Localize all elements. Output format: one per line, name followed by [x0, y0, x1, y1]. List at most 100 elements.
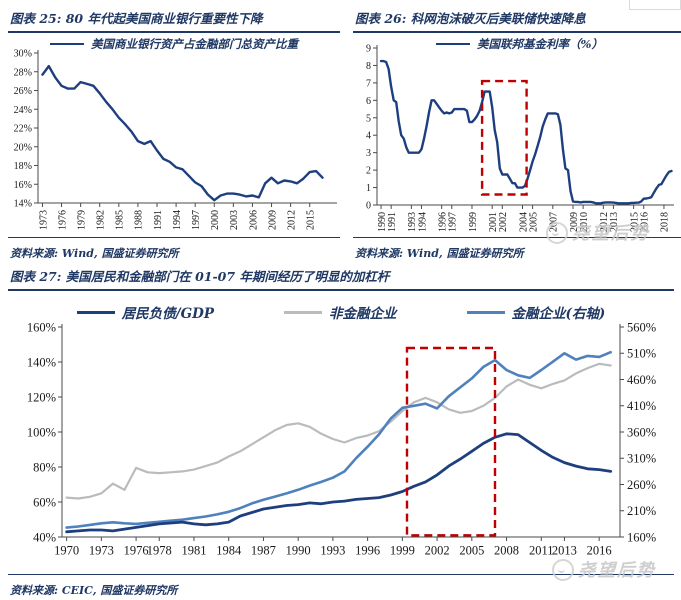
x-tick-label: 1997	[191, 210, 202, 230]
x-tick-label: 1994	[172, 210, 183, 230]
x-tick-label: 1979	[76, 210, 87, 230]
y-tick-label: 1	[366, 183, 371, 194]
series-line	[65, 432, 613, 534]
x-tick-label: 2010	[579, 212, 590, 232]
figure-27: 图表 27: 美国居民和金融部门在 01-07 年期间经历了明显的加杠杆 居民负…	[8, 264, 674, 598]
y-tick-label: 14%	[14, 199, 32, 210]
source-text: 资料来源: Wind, 国盛证券研究所	[10, 247, 179, 260]
y-tick-label: 22%	[14, 124, 32, 135]
y-tick-label: 5	[366, 113, 371, 124]
x-tick-label: 2008	[494, 544, 519, 558]
figure-27-title: 图表 27: 美国居民和金融部门在 01-07 年期间经历了明显的加杠杆	[8, 264, 674, 291]
figure-26-chart: 美国联邦基金利率（%） 0 1 2 3 4 5 6 7 8 9 1990 1991 1993 1994 19…	[353, 33, 681, 235]
y-tick-label: 18%	[14, 161, 32, 172]
y-tick-label: 30%	[14, 49, 32, 60]
y-tick-label: 60%	[33, 495, 56, 509]
corner-artifact	[629, 0, 681, 10]
x-tick-label: 2000	[210, 210, 221, 230]
y-tick-label: 160%	[27, 320, 56, 334]
y2-tick-label: 160%	[627, 530, 656, 544]
x-tick-label: 1993	[320, 544, 345, 558]
figure-27-source-row: 资料来源: CEIC, 国盛证券研究所	[8, 574, 674, 598]
x-tick-label: 1976	[57, 210, 68, 230]
x-tick-label: 2002	[498, 212, 509, 232]
highlight-box	[480, 79, 528, 196]
x-tick-label: 1991	[153, 210, 164, 230]
y2-tick-label: 460%	[627, 373, 656, 387]
y-tick-label: 40%	[33, 530, 56, 544]
x-tick-label: 2005	[528, 212, 539, 232]
x-tick-label: 2013	[609, 212, 620, 232]
figure-25-chart: 美国商业银行资产占金融部门总资产比重 14% 16% 18% 20% 22% 24% 26%…	[8, 33, 340, 235]
y-tick-label: 9	[366, 44, 371, 55]
top-figure-row: 图表 25: 80 年代起美国商业银行重要性下降 美国商业银行资产占金融部门总资…	[0, 0, 681, 261]
y2-tick-label: 360%	[627, 425, 656, 439]
y2-tick-label: 310%	[627, 452, 656, 466]
x-tick-label: 1993	[407, 212, 418, 232]
x-tick-label: 1973	[38, 210, 49, 230]
x-tick-label: 1988	[134, 210, 145, 230]
x-tick-label: 2009	[569, 212, 580, 232]
x-tick-label: 2001	[488, 212, 499, 232]
figure-25-plot: 14% 16% 18% 20% 22% 24% 26% 28% 30% 1973 1976 1979 1…	[14, 49, 337, 230]
x-tick-label: 1996	[438, 212, 449, 232]
x-tick-label: 2009	[267, 210, 278, 230]
x-tick-label: 1991	[387, 212, 398, 232]
figure-26-source-row: 资料来源: Wind, 国盛证券研究所	[353, 237, 681, 261]
x-tick-label: 1981	[181, 544, 206, 558]
x-tick-label: 1984	[216, 544, 242, 558]
y2-tick-label: 510%	[627, 347, 656, 361]
figure-27-chart: 居民负债/GDP 非金融企业 金融企业(右轴) 40% 60% 80% 100% 120…	[8, 291, 674, 572]
y2-tick-label: 560%	[627, 320, 656, 334]
x-tick-label: 2003	[229, 210, 240, 230]
source-text: 资料来源: CEIC, 国盛证券研究所	[10, 584, 178, 597]
series-line	[41, 64, 324, 202]
source-text: 资料来源: Wind, 国盛证券研究所	[355, 247, 524, 260]
x-tick-label: 1997	[448, 212, 459, 232]
axes	[61, 324, 620, 538]
highlight-box	[405, 346, 497, 537]
x-tick-label: 2016	[587, 544, 612, 558]
x-tick-label: 2015	[629, 212, 640, 232]
y-tick-label: 100%	[27, 425, 56, 439]
x-tick-label: 1994	[417, 212, 428, 232]
x-tick-label: 2004	[518, 212, 529, 232]
x-tick-label: 1987	[251, 544, 276, 558]
y-tick-label: 3	[366, 148, 371, 159]
x-tick-label: 2007	[549, 212, 560, 232]
y-tick-label: 6	[366, 96, 371, 107]
x-tick-label: 1970	[54, 544, 79, 558]
y-tick-label: 28%	[14, 67, 32, 78]
y-tick-label: 20%	[14, 142, 32, 153]
x-tick-label: 1976	[124, 544, 149, 558]
x-tick-label: 2005	[459, 544, 484, 558]
x-tick-label: 2018	[660, 212, 671, 232]
figure-25: 图表 25: 80 年代起美国商业银行重要性下降 美国商业银行资产占金融部门总资…	[8, 6, 340, 261]
series-line	[65, 350, 613, 529]
y-tick-label: 26%	[14, 86, 32, 97]
y-tick-label: 2	[366, 166, 371, 177]
x-tick-label: 2006	[248, 210, 259, 230]
series-line	[65, 362, 612, 500]
x-tick-label: 1978	[147, 544, 172, 558]
x-tick-label: 2012	[599, 212, 610, 232]
x-tick-label: 2016	[640, 212, 651, 232]
x-tick-label: 1990	[377, 212, 388, 232]
y-tick-label: 8	[366, 61, 371, 72]
figure-26-plot: 0 1 2 3 4 5 6 7 8 9 1990 1991 1993 1994 1996 1997 1999 20…	[366, 44, 674, 232]
y-tick-label: 120%	[27, 390, 56, 404]
y-tick-label: 140%	[27, 355, 56, 369]
x-tick-label: 2013	[552, 544, 577, 558]
figure-25-source-row: 资料来源: Wind, 国盛证券研究所	[8, 237, 340, 261]
figure-25-title: 图表 25: 80 年代起美国商业银行重要性下降	[8, 6, 340, 33]
x-tick-label: 1982	[96, 210, 107, 230]
x-tick-label: 2011	[529, 544, 554, 558]
x-tick-label: 1990	[286, 544, 311, 558]
figure-27-plot: 40% 60% 80% 100% 120% 140% 160% 160% 210% 260% 310…	[27, 320, 656, 558]
x-tick-label: 2002	[425, 544, 450, 558]
y-tick-label: 4	[366, 131, 371, 142]
y2-tick-label: 410%	[627, 399, 656, 413]
x-tick-label: 1999	[390, 544, 415, 558]
